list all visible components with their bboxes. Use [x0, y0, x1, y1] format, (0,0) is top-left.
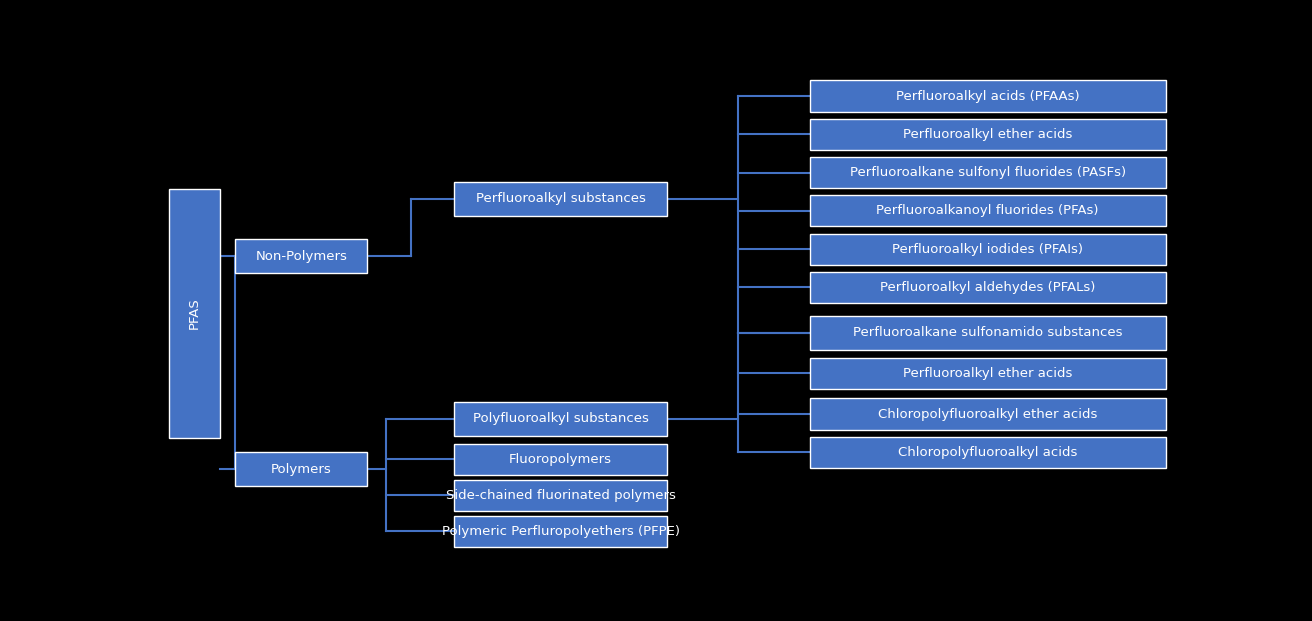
Text: Perfluoroalkyl ether acids: Perfluoroalkyl ether acids: [903, 128, 1072, 141]
FancyBboxPatch shape: [810, 81, 1165, 112]
Text: Perfluoroalkyl acids (PFAAs): Perfluoroalkyl acids (PFAAs): [896, 89, 1080, 102]
FancyBboxPatch shape: [454, 480, 668, 511]
Text: Polyfluoroalkyl substances: Polyfluoroalkyl substances: [472, 412, 648, 425]
Text: Perfluoroalkane sulfonamido substances: Perfluoroalkane sulfonamido substances: [853, 326, 1122, 339]
FancyBboxPatch shape: [454, 444, 668, 475]
FancyBboxPatch shape: [235, 239, 367, 273]
FancyBboxPatch shape: [810, 157, 1165, 188]
FancyBboxPatch shape: [169, 189, 220, 438]
Text: Chloropolyfluoroalkyl ether acids: Chloropolyfluoroalkyl ether acids: [878, 407, 1097, 420]
Text: Fluoropolymers: Fluoropolymers: [509, 453, 613, 466]
FancyBboxPatch shape: [454, 402, 668, 436]
Text: Polymeric Perfluropolyethers (PFPE): Polymeric Perfluropolyethers (PFPE): [442, 525, 680, 538]
Text: Perfluoroalkyl substances: Perfluoroalkyl substances: [476, 193, 646, 206]
Text: Perfluoroalkane sulfonyl fluorides (PASFs): Perfluoroalkane sulfonyl fluorides (PASF…: [850, 166, 1126, 179]
Text: Polymers: Polymers: [270, 463, 332, 476]
Text: PFAS: PFAS: [188, 297, 201, 330]
FancyBboxPatch shape: [454, 515, 668, 546]
Text: Perfluoroalkanoyl fluorides (PFAs): Perfluoroalkanoyl fluorides (PFAs): [876, 204, 1099, 217]
Text: Non-Polymers: Non-Polymers: [256, 250, 348, 263]
FancyBboxPatch shape: [810, 437, 1165, 468]
Text: Perfluoroalkyl ether acids: Perfluoroalkyl ether acids: [903, 367, 1072, 380]
FancyBboxPatch shape: [810, 272, 1165, 303]
FancyBboxPatch shape: [235, 452, 367, 486]
Text: Chloropolyfluoroalkyl acids: Chloropolyfluoroalkyl acids: [897, 446, 1077, 459]
FancyBboxPatch shape: [810, 399, 1165, 430]
FancyBboxPatch shape: [810, 119, 1165, 150]
FancyBboxPatch shape: [454, 181, 668, 216]
FancyBboxPatch shape: [810, 358, 1165, 389]
FancyBboxPatch shape: [810, 233, 1165, 265]
Text: Perfluoroalkyl aldehydes (PFALs): Perfluoroalkyl aldehydes (PFALs): [880, 281, 1096, 294]
Text: Side-chained fluorinated polymers: Side-chained fluorinated polymers: [446, 489, 676, 502]
FancyBboxPatch shape: [810, 195, 1165, 226]
FancyBboxPatch shape: [810, 315, 1165, 350]
Text: Perfluoroalkyl iodides (PFAIs): Perfluoroalkyl iodides (PFAIs): [892, 243, 1084, 256]
